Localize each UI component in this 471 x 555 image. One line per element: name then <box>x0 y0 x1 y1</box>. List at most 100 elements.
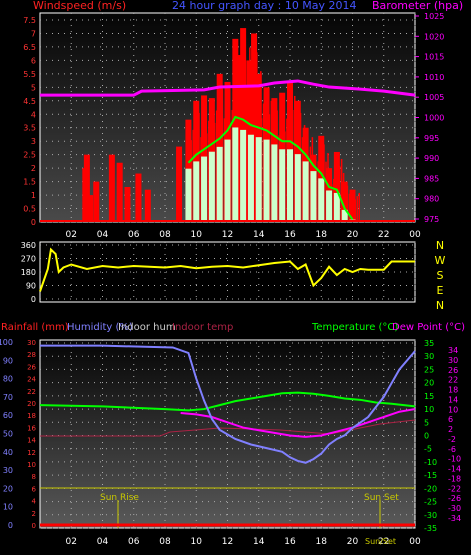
gust-bar <box>354 199 356 222</box>
gust-bar <box>116 162 123 222</box>
gust-bar <box>301 137 304 222</box>
y-left-tick: 1 <box>31 191 36 200</box>
humidity-tick: 50 <box>3 430 13 439</box>
dew-tick: -30 <box>448 504 461 513</box>
wind-bar <box>216 146 223 222</box>
temp-tick: -25 <box>424 498 437 507</box>
x-tick-label: 00 <box>409 537 421 547</box>
temp-tick: 10 <box>424 405 434 414</box>
humidity-tick: 100 <box>0 338 13 347</box>
x-tick-label: 04 <box>97 537 109 547</box>
dew-point-line <box>180 408 416 438</box>
wind-bar <box>255 137 262 222</box>
temp-tick: 30 <box>424 352 434 361</box>
dew-tick: 22 <box>448 376 458 385</box>
dew-tick: 14 <box>448 395 458 404</box>
temp-tick: 25 <box>424 365 434 374</box>
x-tick-label: 14 <box>253 537 265 547</box>
temp-tick: 35 <box>424 339 434 348</box>
wind-bar <box>333 192 340 222</box>
x-tick-label: 16 <box>284 230 296 240</box>
gust-bar <box>223 118 226 222</box>
x-tick-label: 10 <box>191 537 203 547</box>
wind-direction-line <box>39 247 415 292</box>
wind-bar <box>232 127 239 222</box>
gust-bar <box>251 33 258 222</box>
gust-bar <box>124 186 131 222</box>
barometer-label: Barometer (hpa) <box>372 0 463 12</box>
y-left-tick: 0.5 <box>23 205 36 214</box>
x-tick-label: 20 <box>347 537 359 547</box>
gust-bar <box>192 129 194 222</box>
dew-tick: -14 <box>448 465 461 474</box>
gust-bar <box>333 178 335 222</box>
y-left-tick: 3 <box>31 137 36 146</box>
gust-bar <box>176 146 183 222</box>
rain-tick: 10 <box>27 461 36 469</box>
y-right-tick: 1020 <box>424 32 444 41</box>
temp-tick: 20 <box>424 379 434 388</box>
wind-bar <box>201 156 208 222</box>
dew-tick: 6 <box>448 415 453 424</box>
chart-title: 24 hour graph day : 10 May 2014 <box>172 0 357 12</box>
sun-rise-label: Sun Rise <box>100 493 139 503</box>
wind-bar <box>240 129 247 222</box>
gust-bar <box>346 185 349 222</box>
y-right-tick: 995 <box>424 134 439 143</box>
rain-tick: 28 <box>27 351 36 359</box>
gust-bar <box>93 181 100 222</box>
x-tick-label: 14 <box>253 230 265 240</box>
rain-tick: 0 <box>32 522 36 530</box>
wind-bar <box>341 209 348 222</box>
x-tick-label: 16 <box>284 537 296 547</box>
direction-tick: 360 <box>21 241 36 250</box>
gust-bar <box>358 192 360 222</box>
gust-bar <box>208 120 210 222</box>
dew-tick: 18 <box>448 386 458 395</box>
x-tick-label: 10 <box>191 230 203 240</box>
sun-set-label: Sun Set <box>364 493 399 503</box>
gust-bar <box>231 109 233 222</box>
humidity-tick: 60 <box>3 411 13 420</box>
gust-bar <box>278 135 280 222</box>
dew-tick: -26 <box>448 494 461 503</box>
direction-tick: 270 <box>21 255 36 264</box>
wind-bar <box>279 149 286 222</box>
y-left-tick: 2.5 <box>23 151 36 160</box>
x-tick-label: 00 <box>409 230 421 240</box>
x-tick-label: 08 <box>159 230 171 240</box>
wind-bar <box>287 149 293 222</box>
gust-bar <box>333 151 340 222</box>
x-tick-label: 04 <box>97 230 109 240</box>
temp-tick: 5 <box>424 418 429 427</box>
y-right-tick: 1025 <box>424 12 444 21</box>
rain-tick: 16 <box>27 424 36 432</box>
x-tick-label: 18 <box>316 537 328 547</box>
x-tick-label: 08 <box>159 537 171 547</box>
wind-bar <box>247 134 254 222</box>
x-tick-label: 12 <box>222 230 233 240</box>
humidity-tick: 30 <box>3 466 13 475</box>
humidity-tick: 80 <box>3 375 13 384</box>
y-left-tick: 4 <box>31 110 36 119</box>
wind-bar <box>193 161 200 222</box>
dew-tick: 26 <box>448 366 458 375</box>
temp-tick: -35 <box>424 524 437 533</box>
y-left-tick: 2 <box>31 164 36 173</box>
humidity-label: Humidity (%) <box>67 322 133 333</box>
y-left-tick: 7 <box>31 29 36 38</box>
temp-tick: -20 <box>424 484 437 493</box>
dew-tick: 10 <box>448 405 458 414</box>
gust-bar <box>83 154 90 222</box>
gust-bar <box>144 189 151 222</box>
wind-bar <box>302 161 309 222</box>
gust-bar <box>240 28 247 222</box>
indoor-temp-label: Indoor temp <box>172 322 233 333</box>
rain-tick: 24 <box>27 376 36 384</box>
compass-label: N <box>436 239 444 252</box>
gust-bar <box>341 181 348 222</box>
windspeed-label: Windspeed (m/s) <box>33 0 126 12</box>
x-tick-label: 22 <box>378 230 389 240</box>
y-right-tick: 990 <box>424 154 439 163</box>
